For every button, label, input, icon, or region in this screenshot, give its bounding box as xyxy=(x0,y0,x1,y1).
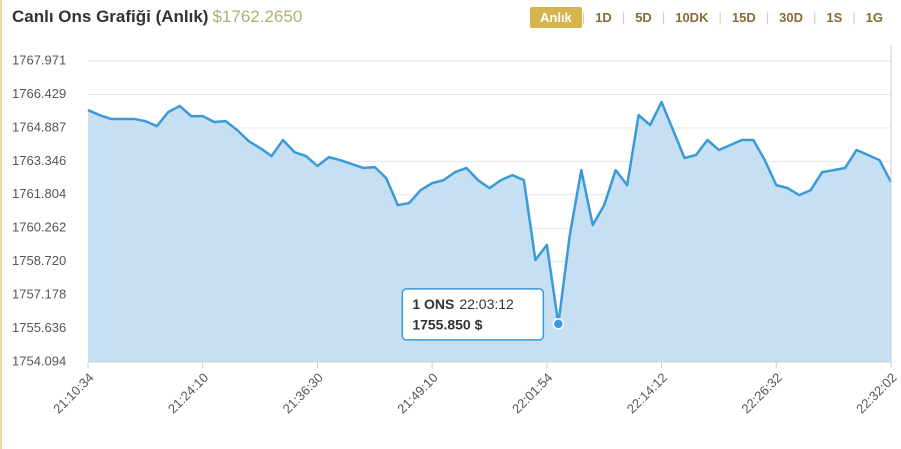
y-tick-label: 1754.094 xyxy=(12,353,66,368)
y-tick-label: 1761.804 xyxy=(12,186,66,201)
header: Canlı Ons Grafiği (Anlık) $1762.2650 xyxy=(12,7,302,27)
range-button[interactable]: 10DK xyxy=(675,10,709,25)
title: Canlı Ons Grafiği (Anlık) xyxy=(12,7,209,26)
separator: | xyxy=(718,10,722,25)
range-buttons: Anlık | 1D | 5D | 10DK | 15D | 30D | 1S | 1G xyxy=(530,7,893,28)
range-button[interactable]: 15D xyxy=(731,10,756,25)
range-button[interactable]: 30D xyxy=(779,10,803,25)
tooltip-series: 1 ONS xyxy=(412,296,454,312)
line xyxy=(87,100,893,326)
range-button[interactable]: 1D xyxy=(595,10,612,25)
x-tick-label: 21:36:30 xyxy=(280,370,326,416)
x-tick-label: 21:24:10 xyxy=(165,370,211,416)
y-tick-label: 1764.887 xyxy=(12,119,66,134)
y-tick-label: 1755.636 xyxy=(12,320,66,335)
x-tick-label: 22:26:32 xyxy=(738,370,784,416)
tooltip-time: 22:03:12 xyxy=(459,296,514,312)
x-tick-label: 21:49:10 xyxy=(394,370,440,416)
separator: | xyxy=(852,10,856,25)
y-tick-label: 1763.346 xyxy=(12,153,66,168)
tooltip-value: 1755.850 $ xyxy=(412,317,482,333)
y-tick-label: 1758.720 xyxy=(12,253,66,268)
x-tick-label: 21:10:34 xyxy=(50,370,96,416)
separator: | xyxy=(581,10,586,25)
tooltip: 1 ONS 22:03:12 1755.850 $ xyxy=(401,288,545,341)
y-tick-label: 1757.178 xyxy=(12,287,66,302)
hover-marker xyxy=(552,318,565,330)
x-tick-label: 22:14:12 xyxy=(624,370,670,416)
tooltip-title: 1 ONS 22:03:12 xyxy=(412,296,514,312)
x-tick-label: 22:32:02 xyxy=(853,370,899,416)
range-button[interactable]: 1S xyxy=(826,10,843,25)
area xyxy=(88,102,891,362)
separator: | xyxy=(661,10,666,25)
range-button[interactable]: 5D xyxy=(635,10,652,25)
x-tick-label: 22:01:54 xyxy=(509,370,555,416)
separator: | xyxy=(765,10,770,25)
price: $1762.2650 xyxy=(212,7,303,26)
separator: | xyxy=(812,10,817,25)
y-tick-label: 1760.262 xyxy=(12,220,66,235)
separator: | xyxy=(621,10,626,25)
y-tick-label: 1767.971 xyxy=(12,52,66,67)
range-button[interactable]: 1G xyxy=(865,10,883,25)
tooltip-box xyxy=(401,288,545,341)
y-tick-label: 1766.429 xyxy=(12,86,66,101)
range-button[interactable]: Anlık xyxy=(530,7,582,28)
